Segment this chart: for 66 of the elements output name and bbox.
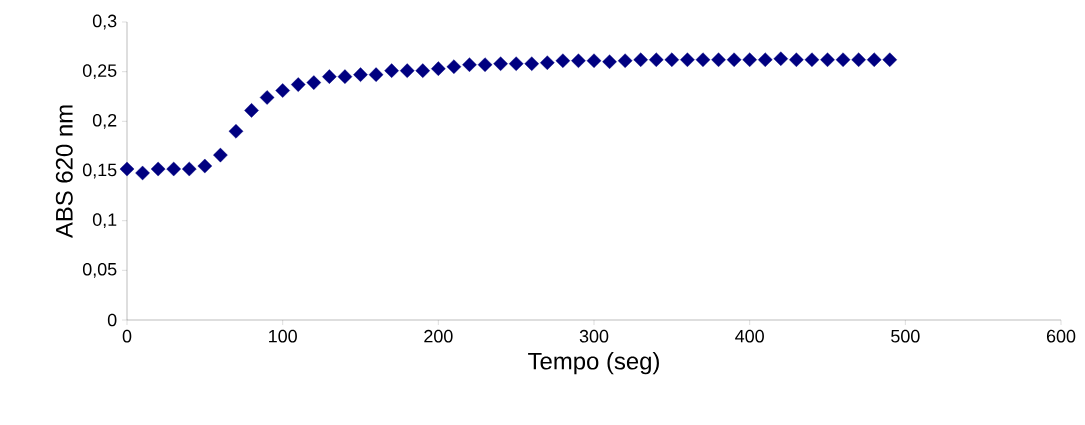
point — [384, 63, 399, 78]
y-tick-label: 0,15 — [82, 163, 117, 179]
y-axis-title: ABS 620 nm — [55, 105, 73, 239]
point — [820, 52, 835, 68]
point — [742, 52, 757, 68]
point — [337, 69, 353, 84]
point — [649, 52, 664, 68]
x-axis-title: Tempo (seg) — [528, 352, 659, 375]
point — [882, 52, 898, 68]
x-tick-label: 600 — [1046, 329, 1076, 343]
point — [228, 124, 244, 139]
point — [617, 53, 633, 69]
point — [835, 52, 851, 68]
point — [508, 56, 524, 71]
point — [804, 52, 820, 68]
point — [664, 52, 680, 68]
y-tick-label: 0,1 — [92, 213, 117, 229]
point — [259, 90, 275, 105]
point — [571, 53, 586, 69]
x-tick-label: 200 — [424, 329, 453, 343]
point — [415, 63, 431, 78]
point — [306, 75, 322, 90]
point — [866, 52, 882, 68]
y-tick-label: 0 — [107, 313, 117, 327]
point — [524, 56, 540, 71]
y-tick-label: 0,05 — [82, 262, 117, 278]
point — [182, 161, 197, 177]
point — [446, 59, 462, 74]
point — [602, 54, 617, 69]
point — [353, 67, 368, 82]
point — [555, 53, 571, 69]
x-tick-label: 0 — [122, 329, 132, 343]
y-tick-label: 0,25 — [82, 64, 117, 80]
point — [197, 158, 213, 174]
point — [135, 165, 150, 181]
point — [275, 83, 290, 98]
point — [119, 161, 135, 177]
y-tick-label: 0,3 — [92, 14, 117, 30]
point — [711, 52, 726, 68]
point — [477, 57, 493, 72]
point — [213, 147, 228, 163]
point — [695, 52, 711, 68]
point — [851, 52, 866, 68]
point — [431, 61, 446, 76]
point — [789, 52, 804, 68]
point — [586, 53, 602, 69]
y-tick-label: 0,2 — [92, 113, 117, 129]
x-tick-label: 100 — [269, 329, 297, 343]
x-tick-label: 400 — [735, 329, 764, 343]
x-tick-label: 500 — [891, 329, 920, 343]
point — [399, 63, 415, 78]
point — [290, 77, 306, 92]
point — [493, 56, 508, 71]
point — [680, 52, 695, 68]
point — [462, 57, 477, 72]
point — [773, 51, 789, 67]
point — [244, 103, 259, 118]
point — [322, 69, 337, 84]
point — [540, 55, 555, 70]
point — [150, 161, 166, 177]
point — [757, 52, 773, 68]
x-tick-label: 300 — [579, 329, 609, 343]
point — [726, 52, 742, 68]
point — [633, 52, 648, 68]
point — [368, 67, 384, 82]
point — [166, 161, 181, 177]
